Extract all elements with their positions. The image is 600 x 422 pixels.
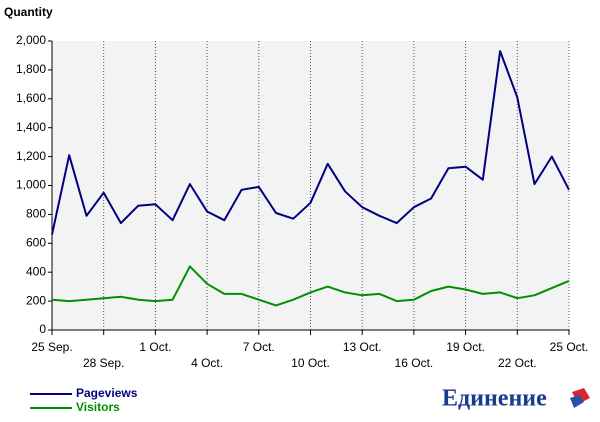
y-tick-label: 400 — [26, 264, 46, 278]
y-tick-label: 800 — [26, 207, 46, 221]
x-tick-label: 19 Oct. — [446, 340, 485, 354]
y-tick-label: 1,400 — [16, 120, 46, 134]
y-tick-label: 1,600 — [16, 91, 46, 105]
x-tick-label: 28 Sep. — [83, 356, 124, 370]
y-axis-title: Quantity — [4, 5, 53, 19]
x-tick-label: 1 Oct. — [139, 340, 171, 354]
y-tick-label: 200 — [26, 293, 46, 307]
series-line — [51, 265, 570, 307]
x-tick-label: 4 Oct. — [191, 356, 223, 370]
x-tick-label: 25 Sep. — [31, 340, 72, 354]
y-tick-label: 0 — [39, 322, 46, 336]
watermark: Единение — [442, 386, 547, 412]
x-tick-label: 13 Oct. — [343, 340, 382, 354]
y-tick-label: 1,000 — [16, 178, 46, 192]
x-tick-label: 25 Oct. — [550, 340, 589, 354]
x-tick-label: 22 Oct. — [498, 356, 537, 370]
x-tick-label: 7 Oct. — [243, 340, 275, 354]
logo-flag — [570, 388, 590, 408]
x-tick-label: 16 Oct. — [395, 356, 434, 370]
legend-label: Visitors — [76, 400, 120, 414]
y-tick-label: 2,000 — [16, 33, 46, 47]
x-tick-label: 10 Oct. — [291, 356, 330, 370]
legend-label: Pageviews — [76, 386, 138, 400]
series-line — [51, 50, 570, 235]
y-tick-label: 600 — [26, 235, 46, 249]
y-tick-label: 1,200 — [16, 149, 46, 163]
y-tick-label: 1,800 — [16, 62, 46, 76]
